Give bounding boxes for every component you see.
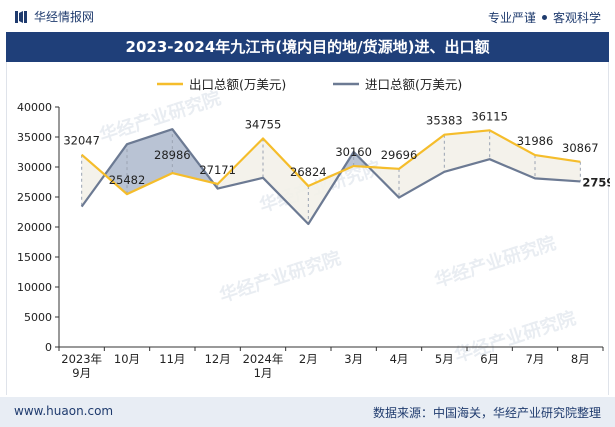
footer-website-link[interactable]: www.huaon.com: [14, 404, 114, 418]
y-tick-label: 20000: [17, 221, 52, 234]
brand[interactable]: 华经情报网: [14, 8, 94, 25]
export-data-label: 26824: [290, 165, 327, 179]
x-tick-label: 8月: [571, 352, 590, 366]
export-data-label: 30867: [562, 141, 599, 155]
y-tick-label: 25000: [17, 191, 52, 204]
export-data-label: 27171: [199, 163, 236, 177]
tagline-right: 客观科学: [552, 11, 601, 25]
export-data-label: 31986: [517, 134, 554, 148]
x-tick-label: 2024年: [243, 352, 284, 366]
export-data-label: 28986: [154, 148, 191, 162]
x-tick-label: 7月: [526, 352, 545, 366]
export-series-line: [80, 129, 581, 196]
watermark-text: 华经产业研究院: [217, 247, 344, 307]
x-tick-label: 6月: [480, 352, 499, 366]
footer-source: 数据来源：中国海关，华经产业研究院整理: [372, 406, 601, 420]
export-data-label: 32047: [63, 134, 100, 148]
legend-export-label: 出口总额(万美元): [189, 77, 286, 92]
x-tick-label: 5月: [435, 352, 454, 366]
gap-shading: [81, 154, 105, 207]
watermark-text: 华经产业研究院: [432, 232, 559, 292]
gap-shading: [263, 138, 309, 224]
y-tick-label: 15000: [17, 251, 52, 264]
x-tick-label: 3月: [344, 352, 363, 366]
export-data-label: 34755: [245, 117, 282, 131]
y-tick-label: 40000: [17, 101, 52, 114]
legend-import-label: 进口总额(万美元): [365, 77, 462, 92]
export-data-label: 29696: [381, 148, 418, 162]
x-tick-label: 2023年: [61, 352, 102, 366]
chart-area: 华经产业研究院华经产业研究院华经产业研究院华经产业研究院华经产业研究院05000…: [6, 62, 615, 395]
y-tick-label: 35000: [17, 131, 52, 144]
top-bar: 华经情报网 专业严谨 客观科学: [0, 0, 615, 32]
x-tick-label: 12月: [205, 352, 231, 366]
gap-shading: [399, 134, 445, 198]
watermark-text: 华经产业研究院: [452, 307, 579, 367]
y-tick-label: 10000: [17, 281, 52, 294]
chart-title: 2023-2024年九江市(境内目的地/货源地)进、出口额: [6, 32, 609, 62]
y-tick-label: 5000: [24, 311, 52, 324]
gap-shading: [104, 144, 127, 195]
tagline: 专业严谨 客观科学: [488, 9, 601, 26]
import-data-label: 27590: [582, 175, 610, 189]
separator-dot-icon: [541, 15, 547, 20]
x-tick-label: 4月: [390, 352, 409, 366]
brand-name: 华经情报网: [34, 10, 95, 24]
x-tick-label: 11月: [159, 352, 185, 366]
x-tick-label: 1月: [254, 366, 273, 380]
y-tick-label: 30000: [17, 161, 52, 174]
export-data-label: 30160: [335, 145, 372, 159]
export-data-label: 36115: [471, 109, 508, 123]
gap-shading: [535, 155, 581, 182]
footer: www.huaon.com 数据来源：中国海关，华经产业研究院整理: [0, 397, 615, 427]
gap-shading: [489, 130, 535, 179]
tagline-left: 专业严谨: [487, 11, 536, 25]
export-data-label: 35383: [426, 114, 463, 128]
x-tick-label: 9月: [72, 366, 91, 380]
export-data-label: 25482: [109, 173, 146, 187]
import-series-line: [80, 128, 581, 226]
line-chart: 华经产业研究院华经产业研究院华经产业研究院华经产业研究院华经产业研究院05000…: [17, 77, 615, 380]
y-tick-label: 0: [45, 341, 52, 354]
x-tick-label: 2月: [299, 352, 318, 366]
x-tick-label: 10月: [114, 352, 140, 366]
brand-logo-icon: [15, 10, 27, 23]
